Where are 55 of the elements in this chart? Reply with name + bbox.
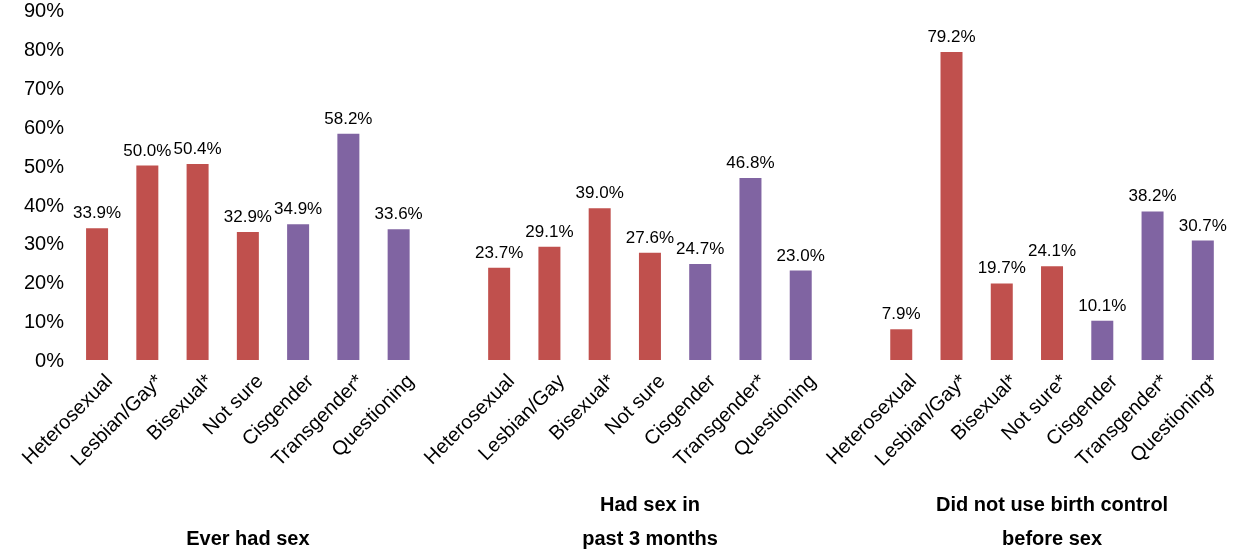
data-label: 50.4% — [173, 139, 222, 158]
data-label: 33.9% — [72, 203, 122, 223]
data-label: 39.0% — [575, 183, 624, 203]
bar — [890, 329, 913, 360]
y-tick-label: 70% — [23, 76, 65, 99]
bar — [1041, 266, 1064, 360]
bar — [990, 283, 1013, 360]
data-label: 7.9% — [881, 304, 921, 324]
data-label: 27.6% — [625, 227, 675, 247]
data-label: 19.7% — [977, 258, 1026, 278]
bar — [638, 252, 661, 360]
bar — [236, 232, 259, 360]
bar — [186, 164, 209, 360]
bar — [337, 133, 360, 360]
bar — [86, 228, 109, 360]
bar — [739, 178, 762, 360]
bar — [789, 270, 812, 360]
bar — [538, 246, 561, 360]
data-label: 50.0% — [123, 140, 172, 160]
y-tick-label: 80% — [23, 37, 65, 60]
data-label: 34.9% — [274, 199, 323, 219]
data-label: 24.7% — [676, 238, 725, 258]
bar — [1141, 211, 1164, 360]
bar — [387, 229, 410, 360]
bar — [287, 224, 310, 360]
bar — [136, 165, 159, 360]
y-tick-label: 40% — [23, 193, 65, 216]
data-label: 38.2% — [1128, 186, 1177, 206]
bar — [588, 208, 611, 360]
data-label: 24.1% — [1027, 241, 1077, 261]
data-label: 29.1% — [525, 221, 574, 241]
y-tick-label: 0% — [35, 349, 65, 372]
y-tick-label: 10% — [23, 310, 65, 333]
bar — [488, 267, 511, 360]
bar — [1091, 320, 1114, 360]
data-label: 10.1% — [1078, 295, 1127, 315]
data-label: 33.6% — [374, 204, 423, 224]
text: Did not use birth control before sex — [934, 492, 1170, 551]
data-label: 79.2% — [927, 27, 976, 46]
data-label: 58.2% — [324, 108, 373, 128]
data-label: 30.7% — [1178, 215, 1227, 235]
data-label: 23.7% — [475, 242, 524, 262]
bar — [1191, 240, 1214, 360]
text: Ever had sex — [185, 526, 311, 551]
y-tick-label: 30% — [23, 232, 65, 255]
bar — [689, 263, 712, 360]
y-tick-label: 60% — [23, 115, 65, 138]
y-tick-label: 50% — [23, 154, 65, 177]
y-tick-label: 90% — [23, 0, 65, 22]
text: Had sex in past 3 months — [581, 492, 719, 551]
y-tick-label: 20% — [23, 271, 65, 294]
bar — [940, 52, 963, 360]
data-label: 46.8% — [726, 153, 775, 172]
data-label: 32.9% — [223, 207, 272, 227]
data-label: 23.0% — [776, 245, 825, 265]
